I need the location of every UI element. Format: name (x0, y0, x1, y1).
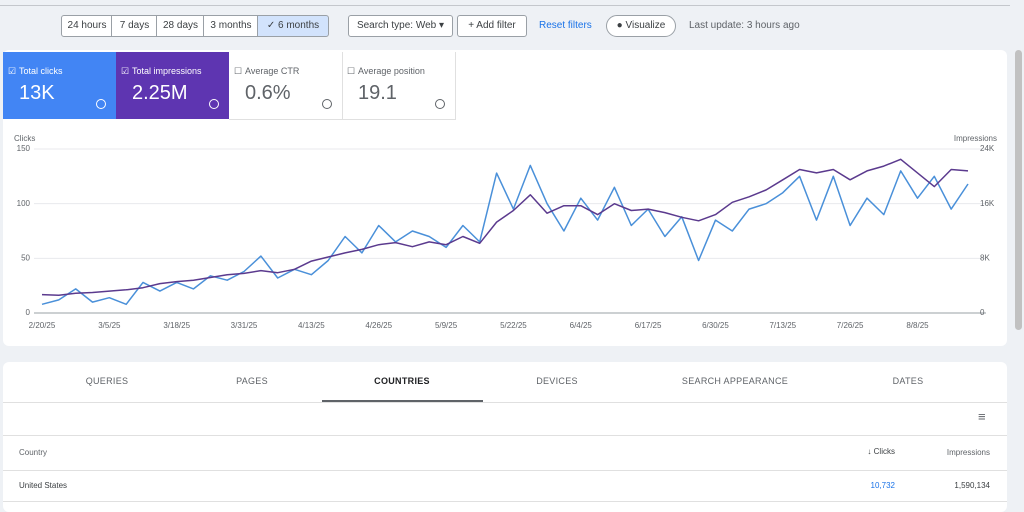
range-label: 6 months (278, 20, 320, 31)
add-filter[interactable]: + Add filter (457, 15, 527, 37)
sort-icon: ↓ (867, 447, 874, 456)
label: Add filter (476, 20, 516, 31)
y-tick-label: 0 (26, 308, 31, 317)
x-tick-label: 2/20/25 (29, 321, 56, 330)
metric-label: Total impressions (132, 66, 202, 76)
column-header[interactable]: Impressions (946, 448, 990, 457)
divider (3, 501, 1007, 502)
help-icon[interactable] (209, 99, 219, 109)
label: Visualize (625, 20, 666, 31)
x-tick-label: 6/17/25 (635, 321, 662, 330)
column-header[interactable]: Country (19, 448, 48, 457)
series-line (41, 158, 969, 296)
help-icon[interactable] (96, 99, 106, 109)
x-tick-label: 5/9/25 (435, 321, 458, 330)
scrollbar[interactable] (1015, 50, 1022, 330)
label: Clicks (873, 447, 895, 456)
checkbox: ☐ (347, 66, 356, 76)
visualize[interactable]: ● Visualize (606, 15, 676, 37)
tab[interactable]: SEARCH APPEARANCE (681, 376, 789, 386)
metric-card[interactable]: Total clicks ☑ 13K (3, 52, 116, 119)
y2-tick-label: 24K (980, 144, 995, 153)
divider (3, 402, 1007, 403)
metric-value: 2.25M (132, 82, 188, 104)
y-axis-title: Clicks (14, 134, 35, 143)
column-header[interactable]: ↓ Clicks (867, 447, 895, 456)
metric-label: Average CTR (245, 66, 300, 76)
metric-value: 13K (19, 82, 55, 104)
tab[interactable]: COUNTRIES (374, 376, 430, 386)
search-type[interactable]: Search type: Web ▾ (348, 15, 453, 37)
help-icon[interactable] (435, 99, 445, 109)
x-tick-label: 7/13/25 (769, 321, 796, 330)
metric-value: 0.6% (245, 82, 291, 104)
y-tick-label: 50 (21, 253, 30, 262)
tab[interactable]: PAGES (236, 376, 268, 386)
range-button-selected[interactable]: ✓ 6 months (257, 15, 329, 37)
check-icon: ✓ (266, 20, 279, 31)
label: Search type: Web (356, 20, 437, 31)
plus-icon: + (468, 20, 477, 31)
chart: Clicks Impressions 0 50 100 150 0 8K 16K 24K 2/2… (14, 134, 997, 330)
x-tick-label: 6/30/25 (702, 321, 729, 330)
tab[interactable]: DEVICES (536, 376, 578, 386)
filter-icon[interactable]: ≡ (978, 409, 986, 424)
x-tick-label: 3/31/25 (231, 321, 258, 330)
x-tick-label: 6/4/25 (570, 321, 593, 330)
divider (3, 435, 1007, 436)
cell: 10,732 (870, 481, 895, 490)
range-button[interactable]: 28 days (156, 15, 205, 37)
y2-axis-title: Impressions (954, 134, 997, 143)
tab[interactable]: DATES (892, 376, 924, 386)
reset-filters[interactable]: Reset filters (539, 20, 592, 31)
divider (3, 470, 1007, 471)
checkbox: ☑ (121, 66, 130, 76)
tab[interactable]: QUERIES (85, 376, 129, 386)
series-line (41, 164, 969, 306)
x-tick-label: 3/5/25 (98, 321, 121, 330)
x-tick-label: 7/26/25 (837, 321, 864, 330)
range-button[interactable]: 7 days (111, 15, 158, 37)
x-tick-label: 3/18/25 (163, 321, 190, 330)
dropdown-icon: ▾ (436, 20, 445, 31)
y2-tick-label: 8K (980, 253, 990, 262)
x-tick-label: 4/13/25 (298, 321, 325, 330)
active-tab-indicator (322, 400, 483, 402)
y2-tick-label: 0 (980, 308, 985, 317)
y-tick-label: 150 (17, 144, 31, 153)
metric-card[interactable]: ☐ Average position 19.1 (342, 52, 456, 120)
cell: United States (19, 481, 68, 490)
checkbox: ☐ (234, 66, 243, 76)
last-update: Last update: 3 hours ago (689, 20, 800, 31)
table-panel (3, 362, 1007, 512)
metric-card[interactable]: ☑ Total impressions 2.25M (116, 52, 229, 119)
divider (0, 5, 1010, 6)
checkbox: ☑ (8, 66, 17, 76)
metric-card[interactable]: ☐ Average CTR 0.6% (229, 52, 343, 120)
metric-label: Average position (358, 66, 425, 76)
y-tick-label: 100 (17, 199, 31, 208)
metric-label: Total clicks (19, 66, 63, 76)
cell: 1,590,134 (954, 481, 990, 490)
y2-tick-label: 16K (980, 199, 995, 208)
x-tick-label: 5/22/25 (500, 321, 527, 330)
metric-value: 19.1 (358, 82, 397, 104)
x-tick-label: 8/8/25 (906, 321, 929, 330)
x-tick-label: 4/26/25 (365, 321, 392, 330)
icon: ● (616, 20, 626, 31)
help-icon[interactable] (322, 99, 332, 109)
